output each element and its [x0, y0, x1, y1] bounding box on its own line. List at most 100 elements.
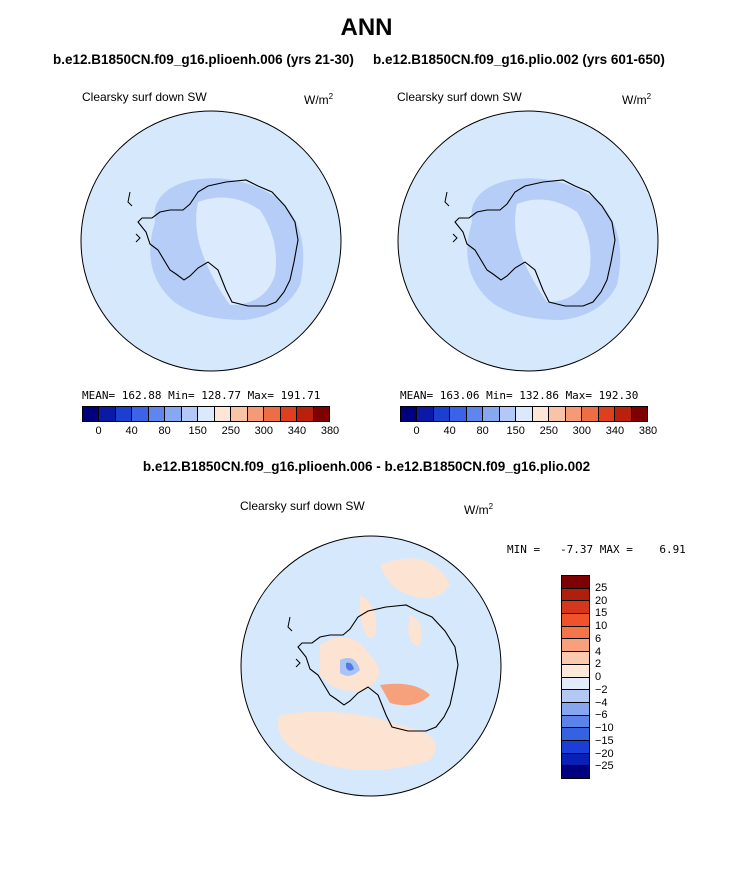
left-interior-plateau	[196, 197, 276, 305]
right-colorbar-swatch	[483, 407, 500, 421]
right-colorbar	[400, 406, 648, 422]
diff-colorbar-swatch	[562, 677, 589, 691]
right-colorbar-swatch	[433, 407, 451, 421]
difference-polar-map	[240, 535, 502, 797]
diff-colorbar-swatch	[562, 626, 589, 640]
diff-colorbar-swatch	[562, 639, 589, 653]
right-colorbar-tick-label: 250	[539, 425, 558, 437]
left-colorbar-swatch	[264, 407, 281, 421]
left-colorbar-tick-label: 80	[158, 425, 171, 437]
diff-colorbar-swatch	[562, 740, 589, 754]
left-colorbar-tick-label: 380	[320, 425, 340, 437]
diff-colorbar-tick-label: −2	[595, 683, 608, 696]
right-colorbar-labels: 0 40 80 150 250 300 340 380	[400, 425, 657, 439]
right-colorbar-swatch	[499, 407, 517, 421]
right-colorbar-swatch	[549, 407, 566, 421]
diff-colorbar-swatch	[562, 664, 589, 678]
diff-positive-anomaly-ocean-south	[278, 711, 436, 770]
right-colorbar-swatch	[615, 407, 632, 421]
left-colorbar-tick-label: 300	[254, 425, 274, 437]
left-stats: MEAN= 162.88 Min= 128.77 Max= 191.71	[82, 389, 321, 402]
right-colorbar-tick-label: 80	[476, 425, 489, 437]
left-colorbar-swatch	[280, 407, 298, 421]
diff-colorbar-tick-label: −6	[595, 709, 608, 722]
right-colorbar-tick-label: 150	[506, 425, 525, 437]
right-unit-label: W/m2	[622, 92, 652, 107]
right-colorbar-tick-label: 0	[413, 425, 420, 437]
diff-colorbar-swatch	[562, 614, 589, 627]
left-colorbar-swatch	[247, 407, 265, 421]
diff-colorbar-tick-label: 0	[595, 671, 602, 683]
diff-colorbar-tick-label: −4	[595, 696, 608, 709]
diff-colorbar-labels: 25 20 15 10 6 4 2 0 −2 −4 −6 −10 −15 −20 −25	[595, 575, 635, 779]
right-stats: MEAN= 163.06 Min= 132.86 Max= 192.30	[400, 389, 639, 402]
diff-colorbar-tick-label: −15	[595, 734, 614, 747]
diff-colorbar-swatch	[562, 690, 589, 703]
right-colorbar-tick-label: 300	[572, 425, 592, 437]
diff-colorbar-swatch	[562, 766, 589, 778]
diff-colorbar-tick-label: 25	[595, 581, 608, 594]
right-colorbar-swatch	[598, 407, 616, 421]
diff-unit-label: W/m2	[464, 502, 494, 517]
left-coastline	[137, 179, 299, 307]
left-colorbar-swatch	[214, 407, 232, 421]
diff-minmax: MIN = -7.37 MAX = 6.91	[507, 543, 686, 556]
left-colorbar-swatch	[115, 407, 133, 421]
right-colorbar-swatch	[450, 407, 467, 421]
right-colorbar-swatch	[532, 407, 550, 421]
left-colorbar-swatch	[297, 407, 314, 421]
left-colorbar-swatch	[198, 407, 215, 421]
left-colorbar-tick-label: 340	[287, 425, 307, 437]
diff-colorbar-swatch	[562, 652, 589, 665]
left-colorbar-tick-label: 150	[188, 425, 207, 437]
right-colorbar-swatch	[582, 407, 599, 421]
right-polar-map	[397, 110, 659, 372]
left-colorbar-labels: 0 40 80 150 250 300 340 380	[82, 425, 339, 439]
left-colorbar-swatch	[313, 407, 330, 421]
diff-colorbar-swatch	[562, 576, 589, 589]
left-colorbar-tick-label: 250	[221, 425, 240, 437]
left-colorbar-swatch	[165, 407, 182, 421]
left-colorbar-tick-label: 40	[125, 425, 138, 437]
right-case-title: b.e12.B1850CN.f09_g16.plio.002 (yrs 601-…	[373, 52, 665, 67]
diff-colorbar-swatch	[562, 702, 589, 716]
left-colorbar-swatch	[83, 407, 100, 421]
plot-title: ANN	[340, 14, 393, 41]
diff-strong-negative-anomaly	[346, 662, 354, 671]
diff-colorbar-tick-label: 10	[595, 620, 608, 632]
left-colorbar-swatch	[181, 407, 199, 421]
diff-colorbar-tick-label: 20	[595, 594, 608, 607]
right-colorbar-swatch	[631, 407, 648, 421]
right-interior-plateau	[515, 199, 591, 302]
diff-colorbar-swatch	[562, 715, 589, 729]
right-coastline	[454, 179, 616, 307]
left-polar-map	[80, 110, 342, 372]
left-colorbar-swatch	[132, 407, 149, 421]
diff-coastline	[297, 604, 459, 732]
left-colorbar-tick-label: 0	[95, 425, 102, 437]
diff-colorbar-swatch	[562, 728, 589, 741]
diff-colorbar-tick-label: 4	[595, 645, 602, 658]
left-colorbar-swatch	[148, 407, 166, 421]
left-colorbar	[82, 406, 330, 422]
right-colorbar-swatch	[466, 407, 484, 421]
diff-colorbar-tick-label: −10	[595, 722, 614, 734]
diff-colorbar-swatch	[562, 588, 589, 602]
diff-colorbar	[561, 575, 590, 779]
diff-colorbar-tick-label: 15	[595, 607, 608, 620]
left-variable-label: Clearsky surf down SW	[82, 90, 207, 104]
diff-positive-anomaly-ocean-north	[380, 558, 450, 599]
diff-variable-label: Clearsky surf down SW	[240, 499, 365, 513]
diff-colorbar-tick-label: 2	[595, 658, 602, 671]
diff-colorbar-tick-label: −25	[595, 760, 614, 773]
left-colorbar-swatch	[231, 407, 248, 421]
right-colorbar-tick-label: 40	[443, 425, 456, 437]
diff-colorbar-tick-label: 6	[595, 632, 602, 645]
right-colorbar-swatch	[516, 407, 533, 421]
diff-colorbar-swatch	[562, 753, 589, 767]
right-colorbar-swatch	[565, 407, 583, 421]
right-variable-label: Clearsky surf down SW	[397, 90, 522, 104]
right-colorbar-tick-label: 340	[605, 425, 625, 437]
right-colorbar-swatch	[401, 407, 418, 421]
difference-title: b.e12.B1850CN.f09_g16.plioenh.006 - b.e1…	[142, 459, 591, 474]
